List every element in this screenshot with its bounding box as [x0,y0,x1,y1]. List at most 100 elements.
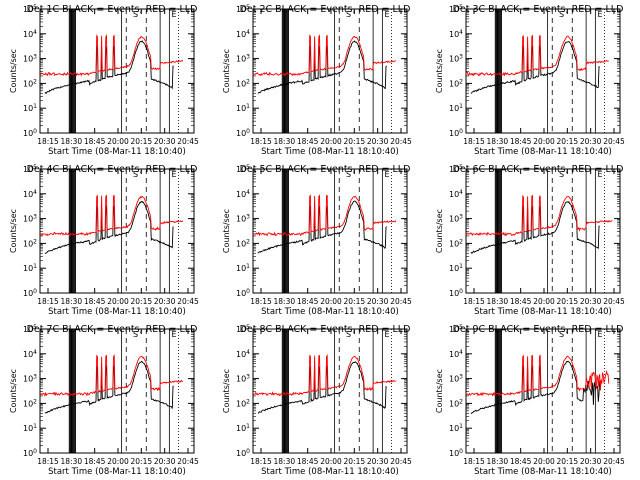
series-line-black [470,40,600,94]
chart-title: Det 6C BLACK = Events, RED = LLD [453,164,624,175]
y-tick-label: 101 [236,423,250,433]
y-tick-label: 103 [23,54,37,64]
y-tick-label: 100 [23,448,37,458]
chart-panel-8: Det 8C BLACK = Events, RED = LLD 100 101 10… [222,324,412,477]
x-tick-label: 18:30 [274,137,296,146]
y-axis-label: Counts/sec [9,369,18,413]
x-tick-label: 18:30 [61,137,83,146]
plot-frame [39,168,195,294]
x-tick-label: 20:30 [367,137,389,146]
y-tick-label: 101 [23,103,37,113]
series-line-red [465,354,610,397]
y-tick-label: 100 [236,128,250,138]
annotation-end: E [384,170,389,179]
y-axis-label: Counts/sec [222,369,231,413]
annotation-start: S [559,10,564,19]
x-tick-label: 20:15 [131,297,153,306]
x-tick-label: 20:15 [557,457,579,466]
x-tick-label: 20:00 [320,457,342,466]
x-tick-label: 20:15 [557,297,579,306]
x-axis-label: Start Time (08-Mar-11 18:10:40) [261,307,399,317]
x-tick-label: 20:30 [580,137,602,146]
y-tick-label: 103 [449,54,463,64]
x-tick-label: 20:15 [344,457,366,466]
y-tick-label: 105 [23,324,37,334]
chart-title: Det 1C BLACK = Events, RED = LLD [27,4,198,15]
x-tick-label: 20:00 [320,137,342,146]
x-tick-label: 18:45 [297,297,319,306]
annotation-end: E [384,10,389,19]
x-tick-label: 20:00 [533,457,555,466]
y-tick-label: 101 [23,423,37,433]
series-line-red [465,34,609,77]
y-tick-label: 103 [236,214,250,224]
x-tick-label: 18:30 [487,137,509,146]
x-tick-label: 18:15 [250,457,272,466]
annotation-end: E [597,170,602,179]
x-axis-label: Start Time (08-Mar-11 18:10:40) [261,467,399,477]
x-tick-label: 18:15 [37,137,59,146]
plot-frame [252,8,408,134]
x-tick-label: 20:45 [390,297,412,306]
x-tick-label: 20:45 [603,457,625,466]
y-tick-label: 105 [449,4,463,14]
y-tick-label: 105 [449,324,463,334]
x-axis-label: Start Time (08-Mar-11 18:10:40) [474,307,612,317]
y-tick-label: 105 [449,164,463,174]
x-tick-label: 18:45 [510,297,532,306]
y-tick-label: 103 [236,54,250,64]
annotation-start: S [133,10,138,19]
annotation-end: E [597,10,602,19]
y-tick-label: 105 [236,324,250,334]
annotation-end: E [384,330,389,339]
y-tick-label: 101 [449,103,463,113]
annotation-end: E [171,10,176,19]
x-tick-label: 20:30 [580,457,602,466]
x-tick-label: 18:30 [274,297,296,306]
x-tick-label: 18:30 [487,457,509,466]
y-tick-label: 104 [23,29,37,39]
x-tick-label: 18:15 [37,457,59,466]
y-tick-label: 101 [236,103,250,113]
y-axis-label: Counts/sec [435,49,444,93]
x-tick-label: 18:45 [510,457,532,466]
chart-title: Det 7C BLACK = Events, RED = LLD [27,324,198,335]
y-tick-label: 102 [236,78,250,88]
y-tick-label: 104 [449,29,463,39]
x-tick-label: 18:45 [297,457,319,466]
chart-panel-4: Det 4C BLACK = Events, RED = LLD 100 101 10… [9,164,199,317]
x-tick-label: 18:15 [250,297,272,306]
annotation-start: S [346,10,351,19]
y-tick-label: 103 [449,214,463,224]
x-tick-label: 20:30 [367,297,389,306]
x-tick-label: 20:45 [390,457,412,466]
x-tick-label: 20:15 [131,137,153,146]
chart-title: Det 3C BLACK = Events, RED = LLD [453,4,624,15]
series-line-red [465,194,613,237]
y-tick-label: 100 [236,448,250,458]
x-tick-label: 18:45 [84,297,106,306]
x-tick-label: 18:30 [61,297,83,306]
series-line-black [44,40,174,94]
chart-title: Det 9C BLACK = Events, RED = LLD [453,324,624,335]
series-line-red [252,354,396,397]
x-tick-label: 20:45 [603,297,625,306]
y-tick-label: 102 [23,238,37,248]
x-axis-label: Start Time (08-Mar-11 18:10:40) [474,147,612,157]
chart-panel-5: Det 5C BLACK = Events, RED = LLD 100 101 10… [222,164,412,317]
x-tick-label: 18:45 [510,137,532,146]
y-tick-label: 104 [449,349,463,359]
x-tick-label: 20:00 [107,457,129,466]
y-tick-label: 102 [449,398,463,408]
x-tick-label: 20:15 [557,137,579,146]
series-line-black [470,360,601,414]
chart-title: Det 5C BLACK = Events, RED = LLD [240,164,411,175]
chart-panel-9: Det 9C BLACK = Events, RED = LLD 100 101 10… [435,324,625,477]
annotation-start: S [133,170,138,179]
x-tick-label: 18:45 [84,137,106,146]
x-tick-label: 20:30 [154,457,176,466]
x-axis-label: Start Time (08-Mar-11 18:10:40) [48,147,186,157]
series-line-black [257,40,387,94]
y-tick-label: 105 [236,4,250,14]
y-tick-label: 104 [23,349,37,359]
